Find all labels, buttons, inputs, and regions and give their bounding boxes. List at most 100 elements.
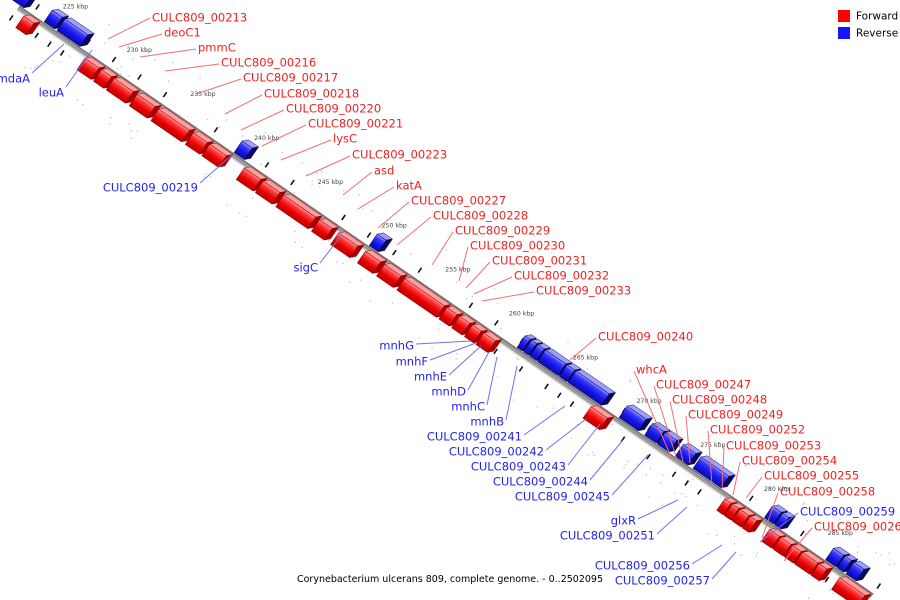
gene-label[interactable]: whcA — [636, 363, 667, 377]
gene-box-front-face[interactable] — [724, 503, 740, 521]
gene-feature[interactable] — [845, 558, 871, 583]
gene-feature[interactable] — [567, 367, 617, 408]
gene-label[interactable]: CULC809_00227 — [411, 194, 506, 208]
gene-label[interactable]: CULC809_00253 — [726, 439, 821, 453]
gene-feature[interactable] — [150, 105, 197, 144]
gene-feature[interactable] — [128, 90, 162, 120]
gene-box-front-face[interactable] — [438, 307, 458, 327]
gene-feature[interactable] — [618, 402, 654, 433]
gene-label[interactable]: pmmC — [198, 41, 236, 55]
gene-label[interactable]: CULC809_00221 — [308, 117, 403, 131]
gene-box-front-face[interactable] — [184, 132, 208, 155]
gene-feature[interactable] — [311, 216, 340, 243]
gene-box-front-face[interactable] — [537, 349, 567, 376]
gene-feature[interactable] — [56, 15, 95, 49]
gene-box-front-face[interactable] — [475, 332, 496, 353]
gene-box-front-face[interactable] — [567, 370, 610, 406]
gene-box-front-face[interactable] — [451, 315, 471, 336]
gene-box-front-face[interactable] — [836, 555, 852, 573]
gene-feature[interactable] — [330, 229, 365, 260]
gene-box-front-face[interactable] — [105, 78, 134, 104]
gene-label[interactable]: CULC809_00247 — [656, 378, 751, 392]
gene-box-front-face[interactable] — [810, 563, 828, 581]
gene-box-front-face[interactable] — [741, 516, 757, 533]
gene-label[interactable]: CULC809_00258 — [780, 485, 875, 499]
gene-box-front-face[interactable] — [9, 0, 33, 9]
gene-feature[interactable] — [831, 574, 872, 600]
gene-feature[interactable] — [368, 230, 393, 254]
gene-box-front-face[interactable] — [93, 69, 112, 89]
gene-label[interactable]: CULC809_00229 — [455, 224, 550, 238]
gene-feature[interactable] — [356, 248, 388, 276]
gene-box-front-face[interactable] — [43, 9, 63, 30]
gene-label[interactable]: CULC809_00249 — [688, 408, 783, 422]
gene-label[interactable]: CULC809_00218 — [264, 87, 359, 101]
gene-label[interactable]: CULC809_00228 — [433, 209, 528, 223]
gene-label[interactable]: CULC809_00260 — [814, 520, 900, 534]
gene-feature[interactable] — [741, 513, 764, 535]
gene-box-front-face[interactable] — [356, 251, 381, 274]
gene-feature[interactable] — [233, 137, 260, 162]
gene-feature[interactable] — [105, 75, 141, 106]
gene-label[interactable]: CULC809_00240 — [598, 330, 693, 344]
gene-box-front-face[interactable] — [15, 15, 35, 36]
gene-label[interactable]: CULC809_00230 — [470, 239, 565, 253]
gene-box-front-face[interactable] — [825, 547, 845, 568]
gene-label[interactable]: CULC809_00259 — [800, 505, 895, 519]
gene-box-front-face[interactable] — [201, 143, 227, 168]
gene-label[interactable]: CULC809_00252 — [710, 423, 805, 437]
gene-label[interactable]: CULC809_00219 — [103, 181, 198, 195]
gene-box-front-face[interactable] — [311, 219, 333, 241]
gene-label-group[interactable]: mdaAleuACULC809_00213deoC1pmmCCULC809_00… — [0, 11, 900, 588]
gene-label[interactable]: CULC809_00223 — [352, 148, 447, 162]
gene-label[interactable]: CULC809_00232 — [514, 269, 609, 283]
gene-feature[interactable] — [255, 177, 287, 206]
gene-label[interactable]: mnhE — [414, 370, 447, 384]
gene-feature[interactable] — [810, 560, 834, 583]
gene-label[interactable]: mnhD — [431, 385, 466, 399]
gene-box-front-face[interactable] — [235, 167, 262, 192]
gene-box-front-face[interactable] — [523, 339, 537, 356]
gene-label[interactable]: asd — [374, 164, 394, 178]
gene-label[interactable]: CULC809_00257 — [615, 574, 710, 588]
gene-feature[interactable] — [376, 261, 408, 290]
gene-feature[interactable] — [836, 552, 859, 574]
gene-box-front-face[interactable] — [275, 194, 316, 230]
gene-label[interactable]: CULC809_00231 — [492, 254, 587, 268]
gene-label[interactable]: mnhC — [451, 400, 485, 414]
gene-label[interactable]: CULC809_00244 — [493, 475, 588, 489]
gene-box-front-face[interactable] — [772, 537, 792, 557]
gene-label[interactable]: CULC809_00243 — [471, 460, 566, 474]
gene-label[interactable]: CULC809_00245 — [515, 490, 610, 504]
gene-feature[interactable] — [475, 329, 503, 355]
gene-box-front-face[interactable] — [783, 545, 802, 564]
gene-feature[interactable] — [235, 164, 268, 193]
gene-label[interactable]: CULC809_00254 — [742, 454, 837, 468]
gene-feature[interactable] — [438, 304, 464, 329]
gene-box-front-face[interactable] — [731, 509, 750, 528]
gene-box-front-face[interactable] — [464, 324, 482, 344]
gene-box-front-face[interactable] — [56, 18, 89, 47]
gene-feature[interactable] — [9, 0, 39, 10]
gene-label[interactable]: glxR — [611, 514, 636, 528]
gene-label[interactable]: mnhB — [470, 415, 504, 429]
gene-feature[interactable] — [582, 403, 615, 432]
gene-box-front-face[interactable] — [618, 405, 647, 432]
gene-label[interactable]: CULC809_00241 — [427, 430, 522, 444]
gene-label[interactable]: katA — [396, 179, 422, 193]
gene-box-front-face[interactable] — [233, 140, 253, 160]
gene-label[interactable]: CULC809_00213 — [152, 11, 247, 25]
gene-label[interactable]: leuA — [39, 86, 65, 100]
gene-label[interactable]: CULC809_00255 — [764, 469, 859, 483]
gene-box-front-face[interactable] — [128, 93, 156, 119]
gene-feature[interactable] — [275, 191, 323, 231]
gene-box-front-face[interactable] — [845, 561, 865, 582]
gene-label[interactable]: mnhG — [379, 339, 414, 353]
gene-label[interactable]: CULC809_00251 — [560, 529, 655, 543]
gene-feature[interactable] — [774, 509, 796, 531]
gene-box-front-face[interactable] — [761, 529, 780, 549]
gene-label[interactable]: CULC809_00242 — [449, 445, 544, 459]
gene-box-front-face[interactable] — [150, 108, 190, 143]
gene-label[interactable]: CULC809_00256 — [595, 559, 690, 573]
gene-box-front-face[interactable] — [376, 264, 402, 288]
